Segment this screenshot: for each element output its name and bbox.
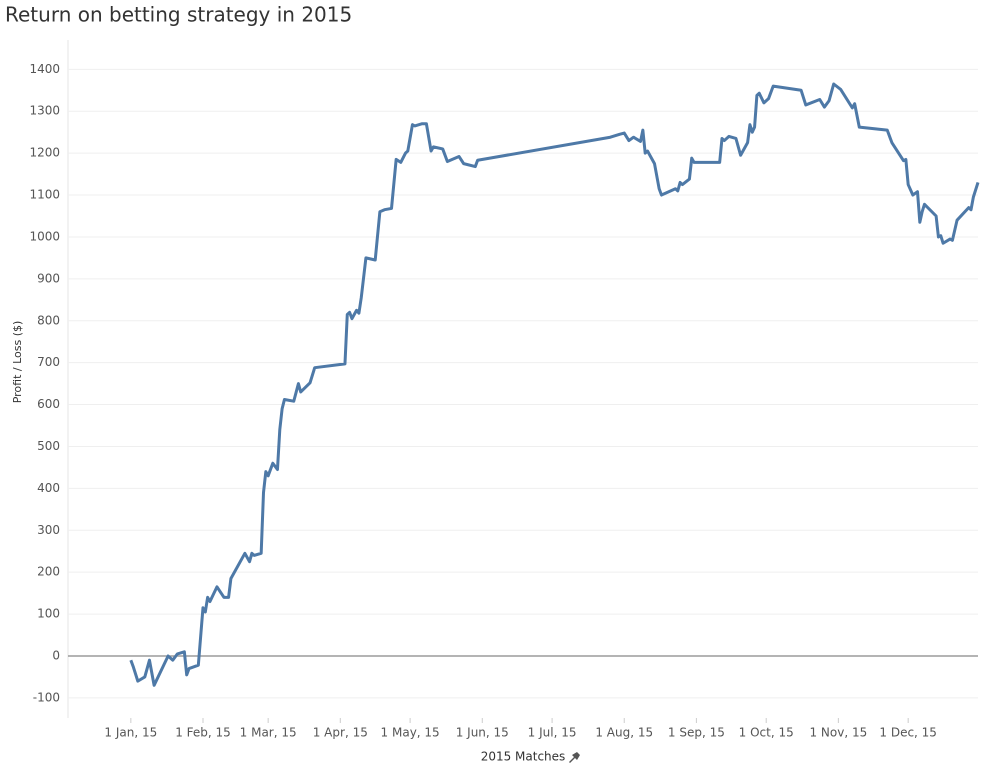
y-tick-label: 1000: [29, 229, 60, 243]
x-tick-label: 1 May, 15: [381, 726, 440, 740]
x-tick-label: 1 Nov, 15: [809, 726, 867, 740]
x-axis-title: 2015 Matches: [481, 750, 566, 764]
x-tick-label: 1 Jan, 15: [104, 726, 157, 740]
x-tick-label: 1 Oct, 15: [739, 726, 794, 740]
y-tick-label: 1400: [29, 62, 60, 76]
pin-icon: [569, 752, 580, 763]
y-tick-label: 1300: [29, 104, 60, 118]
y-tick-label: 100: [37, 607, 60, 621]
y-tick-label: 0: [52, 648, 60, 662]
y-tick-label: 400: [37, 481, 60, 495]
y-tick-label: 1100: [29, 188, 60, 202]
y-tick-label: 300: [37, 523, 60, 537]
y-tick-label: 600: [37, 397, 60, 411]
y-tick-label: -100: [33, 690, 60, 704]
x-tick-label: 1 Dec, 15: [879, 726, 937, 740]
x-tick-label: 1 Jul, 15: [528, 726, 577, 740]
chart-title: Return on betting strategy in 2015: [5, 3, 352, 27]
y-tick-label: 500: [37, 439, 60, 453]
x-tick-label: 1 Apr, 15: [313, 726, 368, 740]
x-tick-label: 1 Jun, 15: [456, 726, 509, 740]
y-axis-title: Profit / Loss ($): [11, 321, 24, 404]
x-tick-label: 1 Sep, 15: [668, 726, 725, 740]
y-tick-label: 200: [37, 565, 60, 579]
y-tick-label: 900: [37, 271, 60, 285]
line: [129, 82, 980, 687]
y-tick-label: 1200: [29, 146, 60, 160]
y-tick-label: 800: [37, 313, 60, 327]
y-tick-label: 700: [37, 355, 60, 369]
x-tick-label: 1 Aug, 15: [595, 726, 653, 740]
x-tick-label: 1 Feb, 15: [175, 726, 231, 740]
x-tick-label: 1 Mar, 15: [240, 726, 297, 740]
